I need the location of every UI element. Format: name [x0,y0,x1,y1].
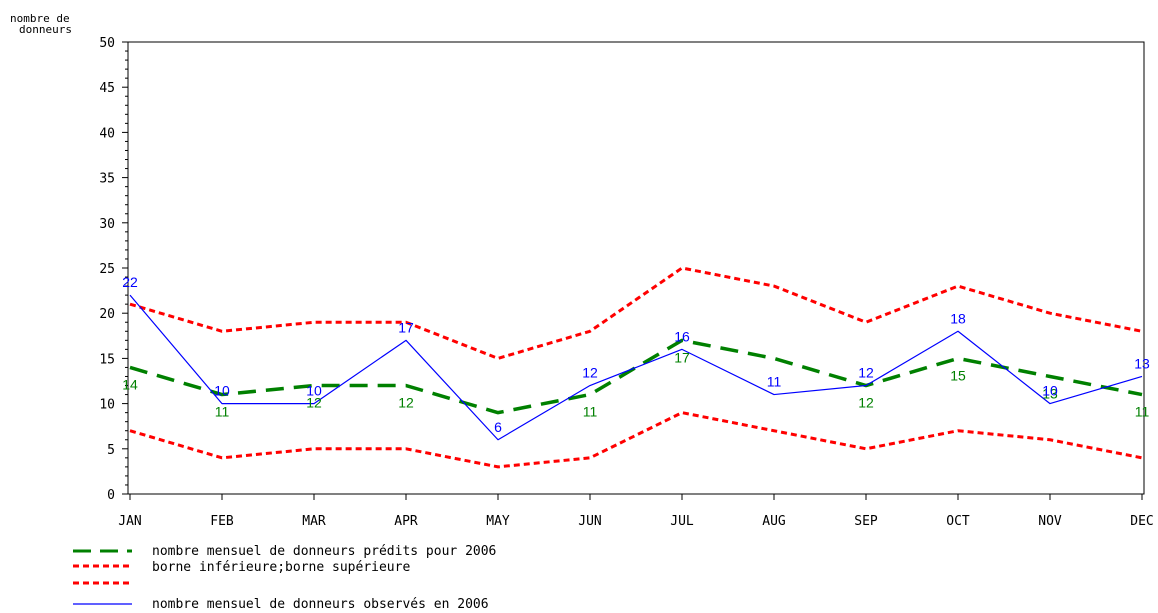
x-tick-label: AUG [762,514,786,529]
data-label-predicted: 13 [1042,385,1058,401]
x-tick-label: DEC [1130,514,1153,529]
x-tick-label: JUL [670,514,694,529]
x-tick-label: APR [394,514,418,529]
y-tick-label: 10 [99,398,115,413]
data-label-observed: 11 [767,374,782,390]
data-label-observed: 10 [1042,383,1058,399]
data-label-observed: 22 [122,274,138,290]
y-tick-label: 20 [99,307,115,322]
x-tick-label: MAY [486,514,510,529]
x-tick-label: MAR [302,514,326,529]
x-tick-label: OCT [946,514,970,529]
data-label-observed: 12 [582,365,598,381]
legend-label-bounds: borne inférieure;borne supérieure [152,560,410,575]
y-tick-label: 15 [99,352,115,367]
y-tick-label: 50 [99,36,115,51]
y-axis: 0 5 10 15 20 25 30 35 40 45 50 [99,36,128,503]
data-label-observed: 10 [306,383,322,399]
data-label-observed: 18 [950,310,966,326]
data-label-predicted: 11 [1135,404,1150,420]
y-tick-label: 35 [99,172,115,187]
x-tick-label: JAN [118,514,141,529]
data-label-observed: 12 [858,365,874,381]
data-label-layer: 14 11 12 12 11 17 12 15 13 11 22 10 10 17 6 12 16 11 12 18 1… [122,274,1150,435]
legend-label-observed: nombre mensuel de donneurs observés en 2… [152,597,489,612]
y-tick-label: 30 [99,217,115,232]
data-label-predicted: 12 [858,395,874,411]
plot-frame [127,41,1145,495]
data-label-predicted: 11 [215,404,230,420]
x-tick-label: JUN [578,514,601,529]
x-tick-label: NOV [1038,514,1062,529]
legend: nombre mensuel de donneurs prédits pour … [73,544,496,612]
data-label-predicted: 15 [950,367,966,383]
data-label-predicted: 12 [306,395,322,411]
y-tick-label: 5 [107,443,115,458]
series-line-upper [129,266,1143,360]
data-label-observed: 16 [674,328,690,344]
y-axis-label-line-1: nombre de [10,12,70,25]
x-tick-label: SEP [854,514,878,529]
data-label-predicted: 14 [122,376,138,392]
data-label-observed: 13 [1134,355,1150,371]
data-label-predicted: 11 [583,404,598,420]
series-line-observed [129,294,1143,441]
series-line-lower [129,411,1143,469]
data-label-observed: 17 [398,319,414,335]
data-label-predicted: 17 [674,349,690,365]
data-label-observed: 10 [214,383,230,399]
y-tick-label: 25 [99,262,115,277]
series-layer [129,266,1143,469]
y-axis-label-line-2: donneurs [19,23,72,36]
x-axis: JAN FEB MAR APR MAY JUN JUL AUG SEP OCT NOV DEC [118,494,1154,529]
series-line-predicted [129,338,1143,415]
y-tick-label: 0 [107,488,115,503]
data-label-predicted: 12 [398,395,414,411]
legend-label-predicted: nombre mensuel de donneurs prédits pour … [152,544,496,559]
data-label-observed: 6 [494,419,502,435]
x-tick-label: FEB [210,514,234,529]
y-tick-label: 40 [99,126,115,141]
y-tick-label: 45 [99,81,115,96]
